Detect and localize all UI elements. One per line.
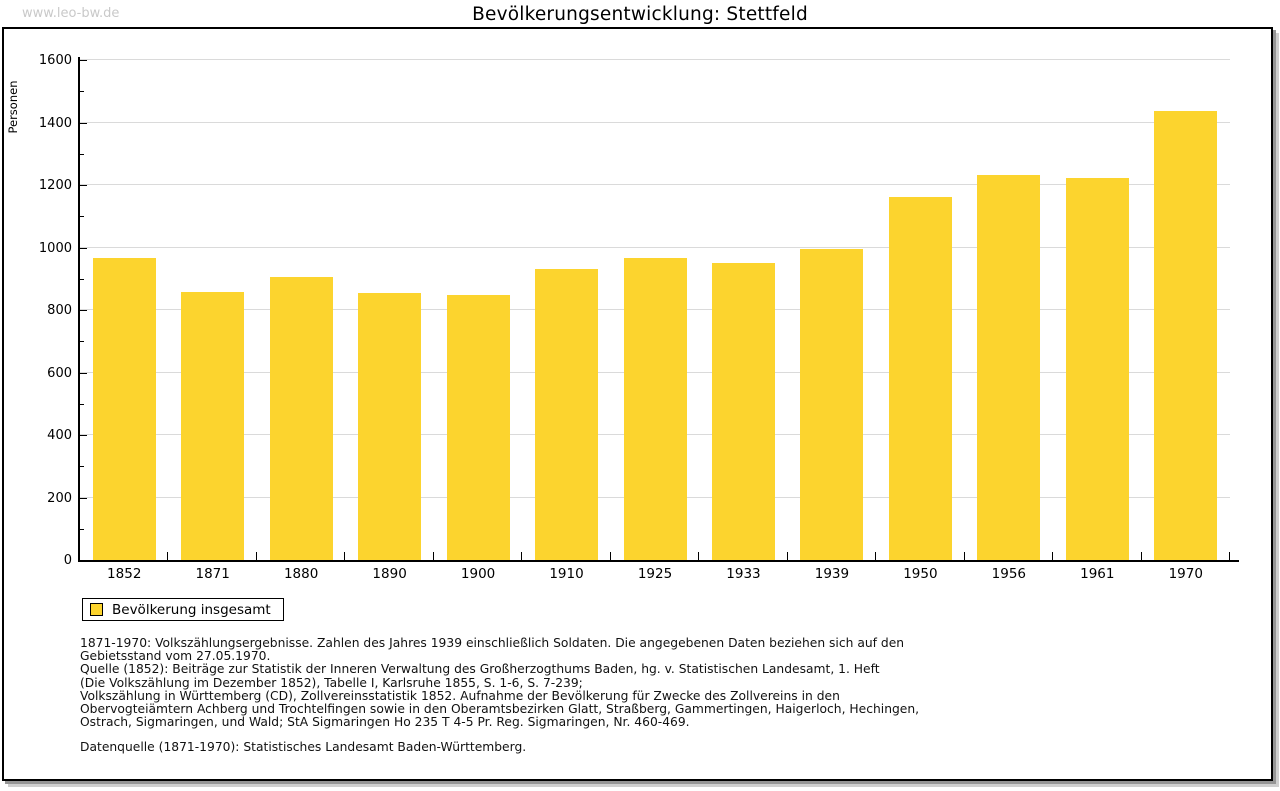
- y-axis-tick-label: 1200: [38, 178, 72, 193]
- gridline: [80, 59, 1230, 60]
- y-axis-tick: [80, 435, 87, 436]
- population-bar: [711, 263, 775, 560]
- x-axis-tick: [609, 552, 611, 560]
- x-axis-tick: [1140, 552, 1142, 560]
- y-axis-tick-label: 1600: [38, 53, 72, 68]
- plot-area: [80, 59, 1230, 560]
- population-bar: [623, 258, 687, 560]
- y-axis-tick: [80, 497, 87, 499]
- x-axis-tick: [432, 552, 434, 560]
- y-axis-tick-label: 1400: [38, 115, 72, 131]
- x-axis-tick-label: 1871: [195, 566, 230, 582]
- chart-title: Bevölkerungsentwicklung: Stettfeld: [472, 4, 808, 25]
- y-axis-tick-label: 600: [47, 365, 72, 381]
- population-bar: [181, 291, 245, 560]
- y-axis-tick: [80, 403, 84, 405]
- x-axis-tick-label: 1961: [1080, 566, 1115, 582]
- x-axis-tick: [786, 552, 788, 560]
- y-axis-tick: [80, 341, 84, 343]
- y-axis-tick: [80, 122, 87, 124]
- x-axis-tick-label: 1890: [372, 566, 407, 582]
- x-axis-tick-label: 1900: [460, 566, 496, 582]
- x-axis-tick: [521, 552, 523, 560]
- chart-frame: [2, 27, 1273, 781]
- y-axis-tick-label: 0: [63, 553, 72, 568]
- y-axis-tick: [80, 528, 84, 530]
- y-axis-tick-label: 800: [47, 303, 72, 318]
- x-axis-tick-label: 1880: [283, 566, 319, 582]
- legend: Bevölkerung insgesamt: [82, 598, 284, 621]
- y-axis-tick: [80, 466, 84, 468]
- population-bar: [888, 197, 952, 560]
- x-axis-tick-label: 1939: [814, 566, 850, 582]
- x-axis-tick-label: 1970: [1168, 566, 1203, 582]
- datasource-note: Datenquelle (1871-1970): Statistisches L…: [80, 740, 527, 754]
- y-axis-line: [78, 57, 80, 562]
- legend-swatch-icon: [90, 603, 103, 616]
- population-bar: [446, 295, 510, 560]
- y-axis-tick: [80, 91, 84, 93]
- x-axis-tick-label: 1956: [991, 566, 1027, 582]
- y-axis-tick: [80, 216, 84, 218]
- y-axis-tick: [80, 60, 87, 61]
- population-bar: [269, 276, 333, 560]
- y-axis-tick: [80, 185, 87, 186]
- population-bar: [535, 269, 599, 560]
- x-axis-tick: [1229, 552, 1230, 560]
- y-axis-tick: [80, 372, 87, 374]
- y-axis-tick-label: 400: [47, 428, 72, 443]
- population-bar: [358, 293, 422, 560]
- y-axis-label: Personen: [6, 80, 20, 134]
- x-axis-tick: [344, 552, 346, 560]
- x-axis-tick-label: 1852: [107, 566, 142, 582]
- y-axis-tick-label: 200: [47, 490, 72, 506]
- y-axis-tick: [80, 278, 84, 280]
- gridline: [80, 246, 1230, 248]
- x-axis-tick-label: 1925: [637, 566, 673, 582]
- x-axis-tick-label: 1950: [903, 566, 938, 582]
- x-axis-tick: [698, 552, 700, 560]
- y-axis-tick: [80, 247, 87, 249]
- x-axis-tick-label: 1910: [549, 566, 584, 582]
- population-bar: [1065, 177, 1129, 560]
- x-axis-tick: [963, 552, 965, 560]
- x-axis-line: [78, 560, 1239, 562]
- x-axis-tick: [875, 552, 877, 560]
- site-watermark: www.leo-bw.de: [22, 6, 120, 21]
- x-axis-tick: [255, 552, 257, 560]
- gridline: [80, 184, 1230, 185]
- population-bar: [800, 248, 864, 560]
- x-axis-tick: [167, 552, 169, 560]
- y-axis-tick-label: 1000: [38, 240, 72, 256]
- x-axis-tick: [1052, 552, 1054, 560]
- x-axis-tick-label: 1933: [726, 566, 761, 582]
- population-bar: [1154, 110, 1218, 560]
- y-axis-tick: [80, 310, 87, 311]
- population-bar: [977, 175, 1041, 560]
- x-axis-tick-labels: 1852 1871 1880 1890 1900 1910 1925 1933 1939 1950…: [80, 566, 1230, 584]
- y-axis-tick: [80, 153, 84, 155]
- legend-label: Bevölkerung insgesamt: [112, 601, 271, 618]
- source-notes: 1871-1970: Volkszählungsergebnisse. Zahl…: [80, 636, 920, 730]
- population-bar: [92, 258, 156, 560]
- gridline: [80, 121, 1230, 123]
